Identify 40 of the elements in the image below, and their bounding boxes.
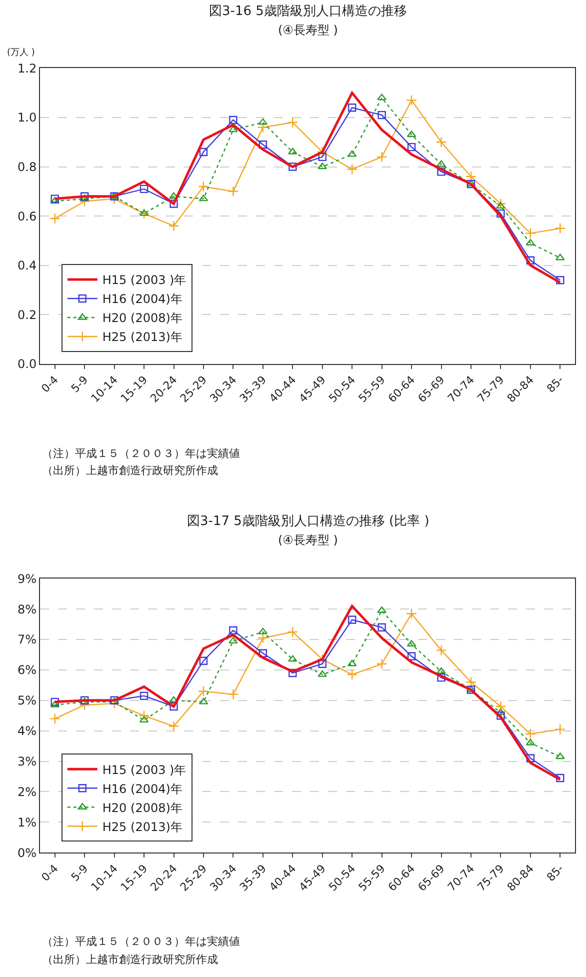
legend-label: H20 (2008)年: [102, 800, 182, 815]
y-tick-label: 5%: [18, 694, 37, 708]
text: （注）平成１５（２００３）年は実績値: [42, 447, 240, 460]
legend-label: H15 (2003 )年: [102, 273, 186, 288]
x-tick-label: 0-4: [38, 862, 61, 884]
x-tick-label: 5-9: [68, 373, 91, 396]
y-tick-label: 0%: [18, 846, 37, 860]
text: （出所）上越市創造行政研究所作成: [42, 953, 218, 966]
y-tick-label: 1.0: [18, 110, 37, 125]
y-tick-label: 7%: [18, 632, 37, 647]
chart-title: 図3-16 5歳階級別人口構造の推移: [209, 4, 407, 19]
text: （注）平成１５（２００３）年は実績値: [42, 935, 240, 948]
chart-subtitle: (④長寿型 ): [278, 533, 338, 547]
x-tick-label: 85-: [544, 862, 566, 884]
y-tick-label: 0.4: [18, 258, 37, 273]
y-tick-label: 8%: [18, 602, 37, 616]
legend-label: H15 (2003 )年: [102, 762, 186, 777]
y-tick-label: 9%: [18, 572, 37, 586]
y-tick-label: 0.8: [18, 160, 37, 174]
chart-title: 図3-17 5歳階級別人口構造の推移 (比率 ): [187, 513, 430, 529]
y-tick-label: 0.2: [18, 308, 37, 322]
chart-subtitle: (④長寿型 ): [278, 23, 338, 37]
y-tick-label: 0.0: [18, 357, 37, 372]
y-tick-label: 4%: [18, 724, 37, 738]
y-tick-label: 2%: [18, 784, 37, 799]
text: （出所）上越市創造行政研究所作成: [42, 464, 218, 477]
x-tick-label: 85-: [544, 373, 566, 396]
y-tick-label: 1.2: [18, 61, 37, 76]
legend-label: H20 (2008)年: [102, 311, 182, 326]
y-tick-label: 0.6: [18, 209, 37, 224]
x-tick-label: 5-9: [68, 862, 91, 884]
x-tick-label: 0-4: [38, 373, 61, 396]
y-axis-title: (万人 ): [7, 47, 35, 58]
y-tick-label: 1%: [18, 815, 37, 830]
y-tick-label: 6%: [18, 663, 37, 678]
y-tick-label: 3%: [18, 754, 37, 768]
legend-label: H16 (2004)年: [102, 782, 182, 796]
legend-label: H16 (2004)年: [102, 292, 182, 306]
legend-label: H25 (2013)年: [102, 820, 182, 834]
legend-label: H25 (2013)年: [102, 330, 182, 344]
